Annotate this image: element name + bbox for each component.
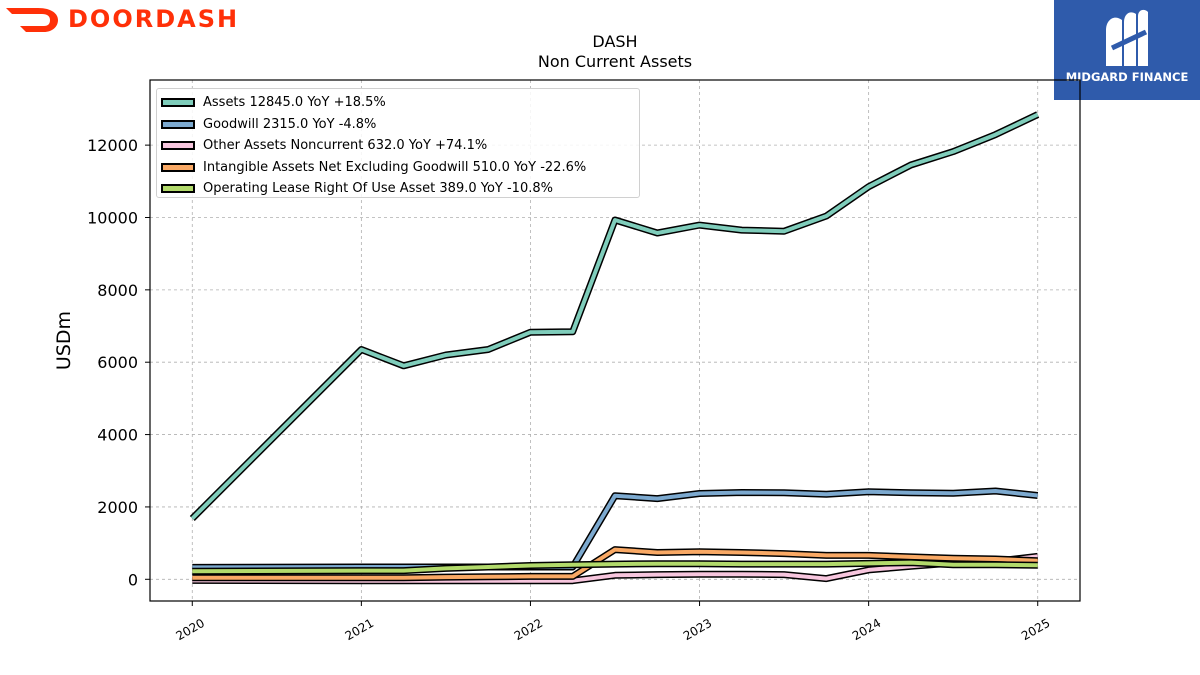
y-axis-label: USDm (53, 311, 75, 370)
x-tick-label-1: 2021 (343, 616, 376, 643)
series-line-3 (192, 547, 1038, 580)
legend-item: Other Assets Noncurrent 632.0 YoY +74.1% (161, 135, 639, 157)
y-tick-label-2: 4000 (97, 426, 138, 445)
legend-swatch (161, 98, 195, 108)
legend-item: Goodwill 2315.0 YoY -4.8% (161, 114, 639, 136)
legend-swatch (161, 162, 195, 172)
legend-swatch (161, 141, 195, 151)
x-tick-label-2: 2022 (512, 616, 545, 643)
x-tick-label-5: 2025 (1019, 616, 1052, 643)
legend-label: Goodwill 2315.0 YoY -4.8% (203, 116, 377, 132)
y-tick-label-0: 0 (128, 570, 138, 589)
legend-label: Intangible Assets Net Excluding Goodwill… (203, 159, 587, 175)
y-tick-label-4: 8000 (97, 281, 138, 300)
legend-item: Assets 12845.0 YoY +18.5% (161, 92, 639, 114)
y-tick-label-1: 2000 (97, 498, 138, 517)
legend-label: Operating Lease Right Of Use Asset 389.0… (203, 181, 553, 197)
chart-legend: Assets 12845.0 YoY +18.5% Goodwill 2315.0… (156, 88, 640, 198)
x-tick-label-0: 2020 (174, 616, 207, 643)
legend-swatch (161, 119, 195, 129)
brand-name: DOORDASH (68, 5, 240, 33)
y-tick-label-6: 12000 (87, 136, 138, 155)
series-line-0 (190, 112, 1039, 520)
legend-swatch (161, 184, 195, 194)
y-tick-label-3: 6000 (97, 353, 138, 372)
doordash-logo-icon (6, 8, 58, 32)
badge-name: MIDGARD FINANCE (1065, 70, 1189, 84)
x-tick-label-4: 2024 (850, 616, 883, 643)
y-tick-label-5: 10000 (87, 208, 138, 227)
midgard-badge: MIDGARD FINANCE (1054, 0, 1200, 100)
chart-titles: DASH Non Current Assets (150, 32, 1080, 72)
midgard-logo-icon (1106, 9, 1148, 67)
legend-item: Operating Lease Right Of Use Asset 389.0… (161, 178, 639, 200)
brand-header: DOORDASH (4, 2, 239, 36)
legend-label: Assets 12845.0 YoY +18.5% (203, 95, 386, 111)
plot-frame (149, 79, 1081, 602)
x-tick-label-3: 2023 (681, 616, 714, 643)
legend-item: Intangible Assets Net Excluding Goodwill… (161, 157, 639, 179)
chart-subtitle: Non Current Assets (537, 52, 693, 71)
legend-label: Other Assets Noncurrent 632.0 YoY +74.1% (203, 138, 488, 154)
series-line-4 (192, 560, 1038, 574)
chart-title: DASH (592, 32, 638, 51)
